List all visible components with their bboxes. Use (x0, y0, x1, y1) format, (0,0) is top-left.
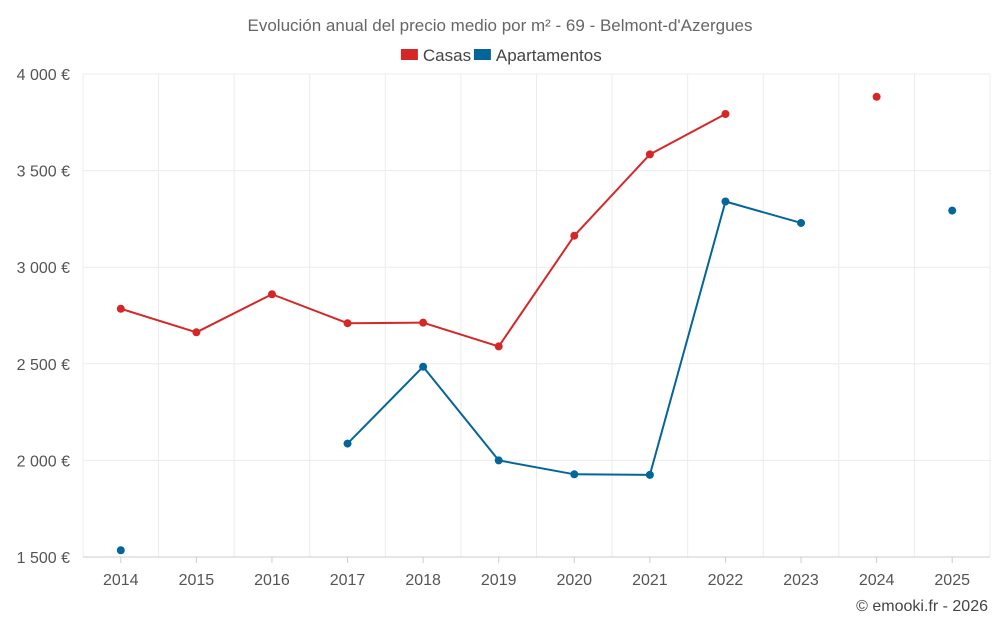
data-point[interactable] (267, 290, 276, 299)
y-tick-label: 3 000 € (17, 260, 70, 277)
legend-label: Casas (423, 46, 471, 65)
grid (82, 73, 991, 557)
y-tick-label: 2 500 € (17, 357, 70, 374)
series-layer (116, 92, 957, 555)
data-point[interactable] (570, 231, 579, 240)
series-line-segment (119, 307, 198, 334)
legend-item-apartamentos[interactable]: Apartamentos (473, 46, 602, 65)
series-line-segment (270, 293, 349, 325)
data-point[interactable] (419, 362, 428, 371)
y-tick-label: 1 500 € (17, 550, 70, 567)
x-tick-label: 2018 (405, 572, 441, 589)
legend-swatch (400, 49, 418, 60)
x-tick-label: 2019 (481, 572, 517, 589)
series-line-segment (346, 365, 425, 445)
series-line-segment (573, 473, 651, 476)
legend-label: Apartamentos (496, 46, 602, 65)
series-line-segment (648, 112, 727, 156)
data-point[interactable] (948, 206, 957, 215)
legend-swatch (473, 49, 491, 60)
y-tick-label: 4 000 € (17, 67, 70, 84)
series-line-segment (724, 200, 803, 224)
x-tick-label: 2020 (556, 572, 592, 589)
axes: 1 500 € 2 000 € 2 500 € 3 000 € 3 500 € 4 000… (17, 67, 990, 589)
x-tick-label: 2015 (179, 572, 215, 589)
series-line-segment (648, 200, 727, 476)
x-tick-label: 2025 (934, 572, 970, 589)
series-line-segment (497, 459, 576, 476)
x-tick-label: 2023 (783, 572, 819, 589)
data-point[interactable] (645, 150, 654, 159)
data-point[interactable] (797, 218, 806, 227)
series-line-segment (422, 321, 500, 348)
series-line-segment (422, 365, 500, 462)
series-line-segment (346, 321, 425, 325)
x-tick-label: 2014 (103, 572, 139, 589)
series-casas (116, 92, 881, 351)
data-point[interactable] (116, 546, 125, 555)
series-line-segment (497, 234, 576, 348)
x-tick-label: 2022 (708, 572, 744, 589)
data-point[interactable] (570, 470, 579, 479)
data-point[interactable] (721, 197, 730, 206)
legend-item-casas[interactable]: Casas (400, 46, 471, 65)
chart-title: Evolución anual del precio medio por m² … (248, 16, 753, 35)
x-tick-label: 2024 (859, 572, 895, 589)
x-tick-label: 2016 (254, 572, 290, 589)
data-point[interactable] (192, 328, 201, 337)
data-point[interactable] (872, 92, 881, 101)
legend: Casas Apartamentos (400, 46, 602, 65)
y-tick-label: 3 500 € (17, 164, 70, 181)
credit-text: © emooki.fr - 2026 (856, 598, 988, 615)
data-point[interactable] (494, 342, 503, 351)
series-apartamentos (116, 197, 957, 555)
x-tick-label: 2021 (632, 572, 668, 589)
data-point[interactable] (721, 109, 730, 118)
data-point[interactable] (343, 319, 352, 328)
y-tick-label: 2 000 € (17, 453, 70, 470)
x-tick-label: 2017 (330, 572, 366, 589)
series-line-segment (573, 153, 651, 237)
data-point[interactable] (116, 304, 125, 313)
series-line-segment (195, 293, 273, 334)
data-point[interactable] (645, 470, 654, 479)
data-point[interactable] (419, 318, 428, 327)
data-point[interactable] (494, 456, 503, 465)
data-point[interactable] (343, 439, 352, 448)
